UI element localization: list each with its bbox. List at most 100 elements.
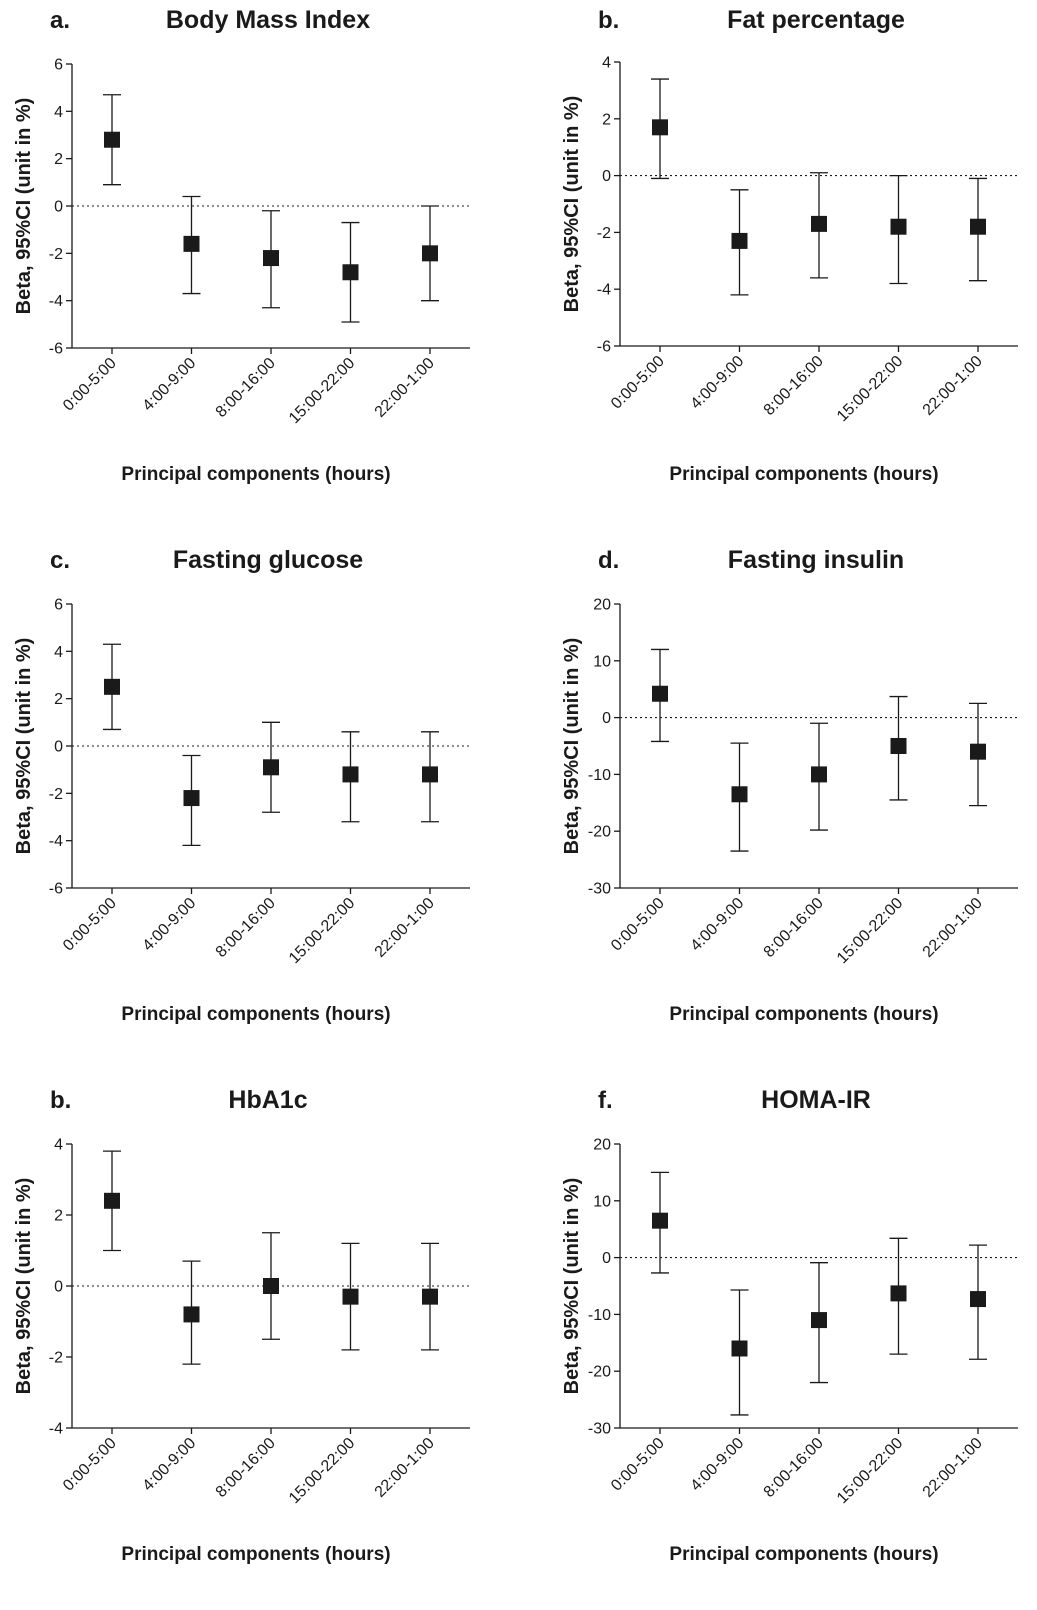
- x-tick-label: 0:00-5:00: [608, 1435, 668, 1495]
- x-axis-label: Principal components (hours): [669, 1544, 938, 1565]
- chart-title: Fasting insulin: [728, 546, 904, 574]
- data-point: [652, 685, 668, 702]
- y-tick-label: 0: [602, 710, 611, 727]
- data-point: [970, 218, 986, 235]
- data-point: [263, 250, 279, 267]
- chart-title: HbA1c: [228, 1086, 307, 1114]
- y-tick-label: -2: [49, 246, 63, 263]
- x-tick-label: 8:00-16:00: [761, 1435, 827, 1501]
- y-tick-label: 2: [54, 1208, 63, 1225]
- data-point: [422, 1288, 438, 1305]
- y-tick-label: -6: [49, 881, 63, 898]
- data-point: [811, 1312, 827, 1329]
- y-tick-label: -4: [597, 282, 611, 299]
- y-axis-label: Beta, 95%CI (unit in %): [561, 1178, 583, 1395]
- y-tick-label: -10: [588, 767, 611, 784]
- x-tick-label: 8:00-16:00: [761, 353, 827, 419]
- y-tick-label: 10: [593, 1193, 611, 1210]
- y-tick-label: 0: [602, 1250, 611, 1267]
- y-axis-label: Beta, 95%CI (unit in %): [13, 98, 35, 315]
- data-point: [342, 264, 359, 281]
- y-tick-label: -2: [597, 225, 611, 242]
- y-tick-label: -2: [49, 786, 63, 803]
- x-axis-label: Principal components (hours): [121, 1004, 390, 1025]
- y-tick-label: -6: [597, 339, 611, 356]
- data-point: [731, 1340, 748, 1357]
- x-tick-label: 8:00-16:00: [213, 1435, 279, 1501]
- y-tick-label: 20: [593, 1137, 611, 1154]
- x-tick-label: 0:00-5:00: [60, 1435, 120, 1495]
- x-tick-label: 15:00-22:00: [286, 1435, 358, 1507]
- panel-letter: d.: [598, 547, 619, 574]
- y-axis-label: Beta, 95%CI (unit in %): [13, 638, 35, 855]
- x-tick-label: 15:00-22:00: [834, 895, 906, 967]
- data-point: [652, 119, 668, 136]
- data-point: [970, 1291, 986, 1308]
- x-axis-label: Principal components (hours): [669, 1004, 938, 1025]
- panel-3: c. Fasting glucose -6 -4 -2 0 2 4 6 0:00-5:00 4:00…: [13, 546, 470, 1025]
- data-point: [970, 743, 986, 760]
- y-axis-label: Beta, 95%CI (unit in %): [561, 96, 583, 313]
- y-tick-label: -20: [588, 824, 611, 841]
- panel-letter: c.: [50, 547, 70, 574]
- data-point: [652, 1212, 668, 1229]
- y-tick-label: 20: [593, 597, 611, 614]
- y-tick-label: 4: [54, 104, 63, 121]
- data-point: [104, 1192, 120, 1209]
- y-tick-label: 4: [54, 1137, 63, 1154]
- x-tick-label: 15:00-22:00: [834, 1435, 906, 1507]
- y-tick-label: 6: [54, 57, 63, 74]
- y-tick-label: -30: [588, 881, 611, 898]
- x-tick-label: 4:00-9:00: [688, 895, 748, 955]
- y-tick-label: 0: [54, 199, 63, 216]
- data-point: [263, 1278, 279, 1294]
- data-point: [731, 232, 748, 249]
- data-point: [183, 235, 200, 252]
- data-point: [890, 738, 907, 754]
- data-point: [422, 245, 438, 262]
- y-tick-label: 0: [602, 168, 611, 185]
- x-tick-label: 4:00-9:00: [688, 353, 748, 413]
- x-tick-label: 4:00-9:00: [140, 895, 200, 955]
- x-tick-label: 22:00-1:00: [920, 353, 986, 419]
- x-tick-label: 8:00-16:00: [213, 895, 279, 961]
- chart-title: Fat percentage: [727, 6, 905, 34]
- y-axis-label: Beta, 95%CI (unit in %): [13, 1178, 35, 1395]
- x-tick-label: 22:00-1:00: [372, 1435, 438, 1501]
- y-tick-label: 2: [54, 151, 63, 168]
- y-tick-label: -4: [49, 293, 63, 310]
- x-tick-label: 0:00-5:00: [608, 895, 668, 955]
- y-tick-label: 10: [593, 653, 611, 670]
- data-point: [183, 1306, 200, 1323]
- x-tick-label: 4:00-9:00: [140, 1435, 200, 1495]
- data-point: [811, 215, 827, 232]
- panel-1: a. Body Mass Index -6 -4 -2 0 2 4 6 0:00-5:00 4:00…: [13, 6, 470, 485]
- chart-title: HOMA-IR: [761, 1086, 871, 1114]
- x-tick-label: 0:00-5:00: [608, 353, 668, 413]
- y-tick-label: -20: [588, 1364, 611, 1381]
- x-tick-label: 22:00-1:00: [920, 1435, 986, 1501]
- x-tick-label: 15:00-22:00: [834, 353, 906, 425]
- y-tick-label: -4: [49, 1421, 63, 1438]
- x-tick-label: 15:00-22:00: [286, 355, 358, 427]
- x-tick-label: 0:00-5:00: [60, 895, 120, 955]
- data-point: [342, 1288, 359, 1305]
- chart-title: Fasting glucose: [173, 546, 363, 574]
- x-tick-label: 4:00-9:00: [140, 355, 200, 415]
- x-tick-label: 8:00-16:00: [761, 895, 827, 961]
- y-tick-label: -30: [588, 1421, 611, 1438]
- panel-letter: f.: [598, 1087, 613, 1114]
- y-tick-label: -2: [49, 1350, 63, 1367]
- y-tick-label: -6: [49, 341, 63, 358]
- data-point: [263, 759, 279, 776]
- y-axis-label: Beta, 95%CI (unit in %): [561, 638, 583, 855]
- y-tick-label: 0: [54, 1279, 63, 1296]
- panel-5: b. HbA1c -4 -2 0 2 4 0:00-5:00 4:00-9:00 8:00-16:…: [13, 1086, 470, 1565]
- y-tick-label: -10: [588, 1307, 611, 1324]
- x-tick-label: 22:00-1:00: [372, 895, 438, 961]
- y-tick-label: 4: [602, 55, 611, 72]
- x-tick-label: 22:00-1:00: [372, 355, 438, 421]
- y-tick-label: -4: [49, 833, 63, 850]
- panel-4: d. Fasting insulin -30 -20 -10 0 10 20 0:00-5:00…: [561, 546, 1018, 1025]
- y-tick-label: 4: [54, 644, 63, 661]
